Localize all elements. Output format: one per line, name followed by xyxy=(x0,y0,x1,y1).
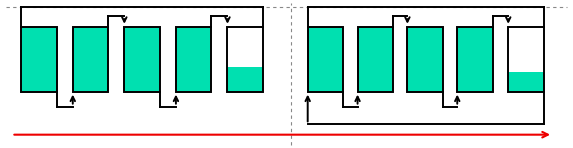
Bar xyxy=(508,72,544,92)
Bar xyxy=(308,27,343,92)
Bar xyxy=(124,27,160,92)
Bar xyxy=(176,27,211,92)
Bar xyxy=(358,27,393,92)
Bar xyxy=(73,27,108,92)
Bar xyxy=(407,27,443,92)
Bar xyxy=(358,27,393,92)
Bar xyxy=(457,27,493,92)
Bar xyxy=(227,67,263,92)
Bar xyxy=(73,27,108,92)
Bar xyxy=(124,27,160,92)
Bar xyxy=(308,27,343,92)
Bar xyxy=(21,27,57,92)
Bar xyxy=(227,27,263,92)
Bar xyxy=(508,27,544,92)
Bar xyxy=(176,27,211,92)
Bar xyxy=(457,27,493,92)
Bar xyxy=(407,27,443,92)
Bar xyxy=(21,27,57,92)
